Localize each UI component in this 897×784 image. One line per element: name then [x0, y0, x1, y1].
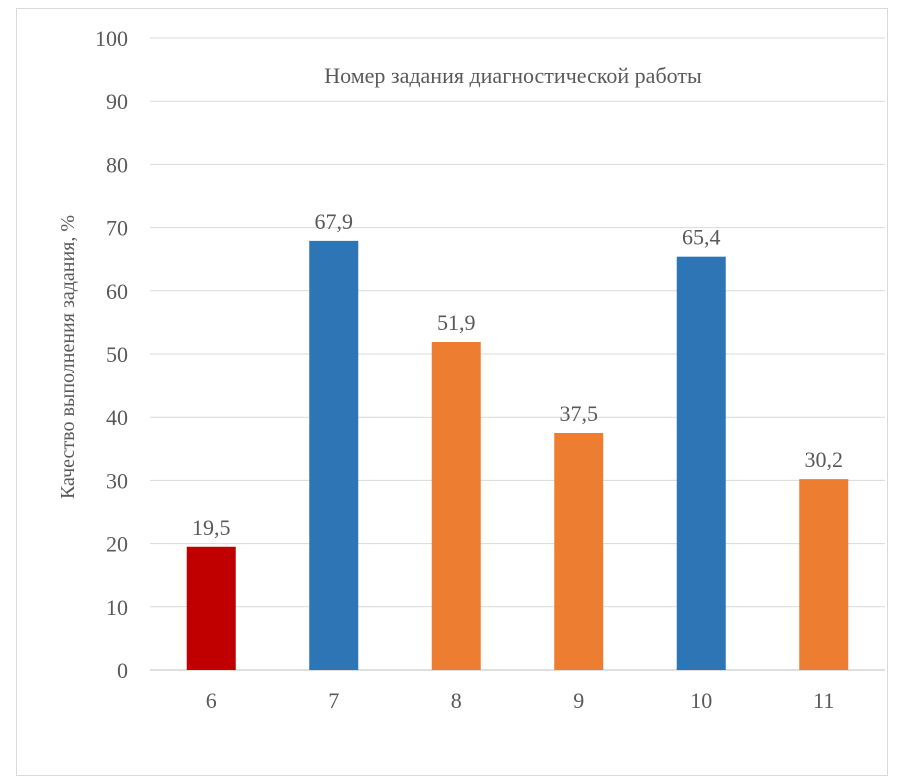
x-tick-label: 11: [813, 688, 834, 713]
x-tick-label: 8: [451, 688, 462, 713]
y-tick-label: 100: [95, 26, 128, 51]
chart-title: Номер задания диагностической работы: [324, 63, 702, 88]
x-tick-label: 9: [573, 688, 584, 713]
x-tick-label: 7: [328, 688, 339, 713]
gridlines: [150, 37, 885, 671]
data-label: 65,4: [682, 225, 721, 250]
bar-6: [186, 546, 236, 670]
y-tick-label: 80: [106, 152, 128, 177]
x-axis-ticks: 6 7 8 9 10 11: [206, 688, 835, 713]
y-tick-label: 10: [106, 595, 128, 620]
bars: [186, 240, 849, 670]
y-tick-label: 50: [106, 342, 128, 367]
data-label: 30,2: [805, 447, 844, 472]
y-tick-label: 40: [106, 405, 128, 430]
bar-7: [309, 240, 359, 670]
bar-11: [799, 479, 849, 670]
data-label: 37,5: [560, 401, 599, 426]
x-tick-label: 6: [206, 688, 217, 713]
data-labels: 19,5 67,9 51,9 37,5 65,4 30,2: [192, 209, 843, 540]
y-axis-ticks: 0 10 20 30 40 50 60 70 80 90 100: [95, 26, 128, 683]
y-axis-title: Качество выполнения задания, %: [57, 215, 79, 499]
y-tick-label: 0: [117, 658, 128, 683]
x-tick-label: 10: [690, 688, 712, 713]
y-tick-label: 70: [106, 216, 128, 241]
y-tick-label: 20: [106, 532, 128, 557]
bar-10: [676, 256, 726, 670]
bar-9: [554, 433, 604, 670]
bar-8: [431, 341, 481, 670]
y-tick-label: 60: [106, 279, 128, 304]
data-label: 19,5: [192, 515, 231, 540]
y-tick-label: 90: [106, 89, 128, 114]
y-tick-label: 30: [106, 468, 128, 493]
data-label: 51,9: [437, 310, 476, 335]
data-label: 67,9: [315, 209, 354, 234]
